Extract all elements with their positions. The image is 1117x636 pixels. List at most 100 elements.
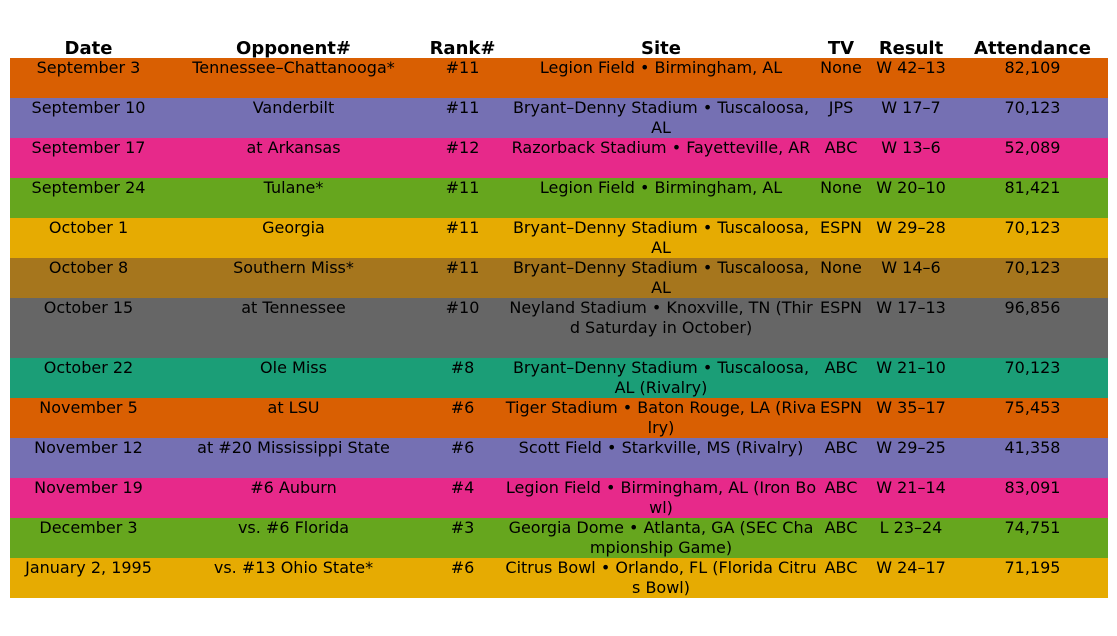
schedule-table: Date Opponent# Rank# Site TV Result Atte… (10, 38, 1108, 598)
cell-date: October 8 (10, 258, 167, 298)
cell-date: September 10 (10, 98, 167, 138)
column-header-result: Result (865, 38, 957, 58)
cell-tv: ABC (817, 478, 865, 518)
table-row: September 24 Tulane* #11 Legion Field • Bir… (10, 178, 1108, 218)
cell-attendance: 75,453 (957, 398, 1108, 438)
cell-result: W 29–28 (865, 218, 957, 258)
cell-tv: None (817, 178, 865, 218)
cell-rank: #4 (420, 478, 505, 518)
table-row: October 22 Ole Miss #8 Bryant–Denny Stadium… (10, 358, 1108, 398)
cell-rank: #6 (420, 398, 505, 438)
cell-date: September 17 (10, 138, 167, 178)
cell-result: W 13–6 (865, 138, 957, 178)
cell-result: W 17–7 (865, 98, 957, 138)
cell-attendance: 41,358 (957, 438, 1108, 478)
table-row: October 15 at Tennessee #10 Neyland Stadium… (10, 298, 1108, 358)
cell-rank: #11 (420, 218, 505, 258)
cell-rank: #11 (420, 98, 505, 138)
cell-site: Legion Field • Birmingham, AL (505, 178, 817, 218)
cell-result: W 20–10 (865, 178, 957, 218)
cell-rank: #3 (420, 518, 505, 558)
cell-opponent: Georgia (167, 218, 420, 258)
table-row: October 8 Southern Miss* #11 Bryant–Denny S… (10, 258, 1108, 298)
cell-attendance: 74,751 (957, 518, 1108, 558)
cell-rank: #11 (420, 258, 505, 298)
table-row: September 3 Tennessee–Chattanooga* #11 Legi… (10, 58, 1108, 98)
cell-opponent: #6 Auburn (167, 478, 420, 518)
cell-site: Bryant–Denny Stadium • Tuscaloosa, AL (505, 218, 817, 258)
cell-site: Bryant–Denny Stadium • Tuscaloosa, AL (505, 98, 817, 138)
cell-opponent: Ole Miss (167, 358, 420, 398)
cell-site: Neyland Stadium • Knoxville, TN (Third S… (505, 298, 817, 358)
cell-rank: #6 (420, 438, 505, 478)
table-row: September 10 Vanderbilt #11 Bryant–Denny St… (10, 98, 1108, 138)
cell-tv: ABC (817, 438, 865, 478)
cell-tv: ABC (817, 138, 865, 178)
cell-opponent: at Arkansas (167, 138, 420, 178)
cell-result: W 14–6 (865, 258, 957, 298)
column-header-tv: TV (817, 38, 865, 58)
cell-opponent: Vanderbilt (167, 98, 420, 138)
cell-attendance: 70,123 (957, 258, 1108, 298)
cell-rank: #12 (420, 138, 505, 178)
table-row: January 2, 1995 vs. #13 Ohio State* #6 Citr… (10, 558, 1108, 598)
table-row: November 12 at #20 Mississippi State #6 Sco… (10, 438, 1108, 478)
cell-site: Bryant–Denny Stadium • Tuscaloosa, AL (505, 258, 817, 298)
cell-attendance: 82,109 (957, 58, 1108, 98)
cell-rank: #11 (420, 58, 505, 98)
cell-date: November 12 (10, 438, 167, 478)
cell-tv: ESPN (817, 298, 865, 358)
cell-attendance: 52,089 (957, 138, 1108, 178)
cell-opponent: Tulane* (167, 178, 420, 218)
cell-site: Razorback Stadium • Fayetteville, AR (505, 138, 817, 178)
cell-site: Tiger Stadium • Baton Rouge, LA (Rivalry… (505, 398, 817, 438)
cell-opponent: Tennessee–Chattanooga* (167, 58, 420, 98)
column-header-opponent: Opponent# (167, 38, 420, 58)
cell-tv: JPS (817, 98, 865, 138)
cell-attendance: 83,091 (957, 478, 1108, 518)
cell-date: October 22 (10, 358, 167, 398)
column-header-rank: Rank# (420, 38, 505, 58)
cell-site: Scott Field • Starkville, MS (Rivalry) (505, 438, 817, 478)
cell-attendance: 70,123 (957, 358, 1108, 398)
cell-opponent: vs. #6 Florida (167, 518, 420, 558)
cell-rank: #11 (420, 178, 505, 218)
cell-rank: #8 (420, 358, 505, 398)
cell-opponent: Southern Miss* (167, 258, 420, 298)
column-header-attendance: Attendance (957, 38, 1108, 58)
cell-tv: ABC (817, 518, 865, 558)
cell-site: Legion Field • Birmingham, AL (505, 58, 817, 98)
cell-opponent: vs. #13 Ohio State* (167, 558, 420, 598)
cell-result: W 21–14 (865, 478, 957, 518)
cell-attendance: 96,856 (957, 298, 1108, 358)
header-row: Date Opponent# Rank# Site TV Result Atte… (10, 38, 1108, 58)
cell-result: W 29–25 (865, 438, 957, 478)
cell-attendance: 70,123 (957, 98, 1108, 138)
cell-rank: #10 (420, 298, 505, 358)
cell-tv: ABC (817, 358, 865, 398)
cell-date: September 3 (10, 58, 167, 98)
cell-result: W 24–17 (865, 558, 957, 598)
cell-site: Legion Field • Birmingham, AL (Iron Bowl… (505, 478, 817, 518)
cell-date: October 15 (10, 298, 167, 358)
cell-site: Georgia Dome • Atlanta, GA (SEC Champion… (505, 518, 817, 558)
cell-date: January 2, 1995 (10, 558, 167, 598)
cell-tv: ABC (817, 558, 865, 598)
cell-result: W 17–13 (865, 298, 957, 358)
cell-site: Bryant–Denny Stadium • Tuscaloosa, AL (R… (505, 358, 817, 398)
cell-attendance: 70,123 (957, 218, 1108, 258)
table-row: November 5 at LSU #6 Tiger Stadium • Baton … (10, 398, 1108, 438)
cell-tv: None (817, 58, 865, 98)
cell-site: Citrus Bowl • Orlando, FL (Florida Citru… (505, 558, 817, 598)
cell-date: December 3 (10, 518, 167, 558)
table-body: September 3 Tennessee–Chattanooga* #11 Legi… (10, 58, 1108, 598)
column-header-date: Date (10, 38, 167, 58)
cell-result: W 21–10 (865, 358, 957, 398)
cell-result: W 42–13 (865, 58, 957, 98)
cell-result: W 35–17 (865, 398, 957, 438)
cell-opponent: at LSU (167, 398, 420, 438)
cell-opponent: at Tennessee (167, 298, 420, 358)
table-row: November 19 #6 Auburn #4 Legion Field • Bir… (10, 478, 1108, 518)
column-header-site: Site (505, 38, 817, 58)
table-row: September 17 at Arkansas #12 Razorback Stad… (10, 138, 1108, 178)
